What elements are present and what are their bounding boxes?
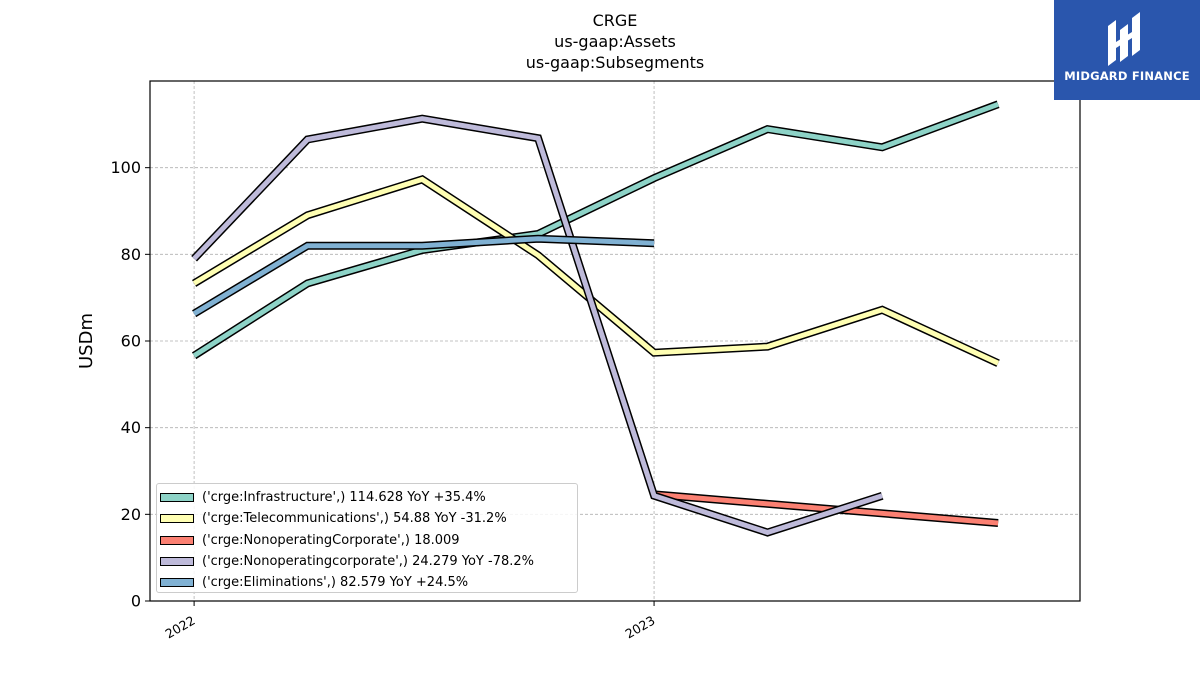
- y-axis-label: USDm: [76, 313, 97, 369]
- y-axis: 0 20 40 60 80 100: [110, 158, 150, 611]
- y-tick-label: 100: [110, 158, 141, 177]
- y-tick-label: 80: [121, 245, 141, 264]
- legend-swatch: [160, 578, 194, 588]
- legend-item: ('crge:Eliminations',) 82.579 YoY +24.5%: [160, 572, 577, 593]
- series-lines: [191, 100, 1000, 537]
- legend-swatch: [160, 557, 194, 567]
- x-axis: 2022 2023: [163, 601, 658, 642]
- logo-mark-icon: [1108, 12, 1140, 66]
- chart-subtitle-1: us-gaap:Assets: [554, 32, 676, 51]
- series-line: [192, 176, 1000, 366]
- series-1: [191, 100, 1000, 360]
- legend-item: ('crge:NonoperatingCorporate',) 18.009: [160, 530, 577, 551]
- series-line: [192, 236, 655, 316]
- y-tick-label: 40: [121, 418, 141, 437]
- series-4: [191, 114, 884, 537]
- legend-swatch: [160, 493, 194, 503]
- chart-subtitle-2: us-gaap:Subsegments: [525, 53, 705, 72]
- legend-item: ('crge:Nonoperatingcorporate',) 24.279 Y…: [160, 551, 577, 572]
- legend-label: ('crge:NonoperatingCorporate',) 18.009: [202, 532, 460, 548]
- chart-legend: ('crge:Infrastructure',) 114.628 YoY +35…: [156, 483, 578, 593]
- series-line: [653, 491, 999, 526]
- x-tick-label: 2023: [623, 613, 658, 642]
- y-tick-label: 20: [121, 505, 141, 524]
- brand-logo: MIDGARD FINANCE: [1054, 0, 1200, 100]
- legend-swatch: [160, 535, 194, 545]
- legend-label: ('crge:Nonoperatingcorporate',) 24.279 Y…: [202, 554, 534, 570]
- series-3: [653, 490, 999, 527]
- series-5: [192, 234, 655, 318]
- legend-label: ('crge:Telecommunications',) 54.88 YoY -…: [202, 511, 507, 527]
- brand-name: MIDGARD FINANCE: [1064, 69, 1190, 83]
- legend-label: ('crge:Infrastructure',) 114.628 YoY +35…: [202, 490, 486, 506]
- grid-lines: [150, 81, 1080, 601]
- chart-title: CRGE: [592, 11, 638, 30]
- y-tick-label: 0: [131, 592, 141, 611]
- legend-item: ('crge:Telecommunications',) 54.88 YoY -…: [160, 508, 577, 529]
- series-2: [192, 175, 1000, 367]
- series-line: [192, 116, 883, 536]
- y-tick-label: 60: [121, 332, 141, 351]
- legend-label: ('crge:Eliminations',) 82.579 YoY +24.5%: [202, 575, 469, 591]
- legend-item: ('crge:Infrastructure',) 114.628 YoY +35…: [160, 487, 577, 508]
- legend-swatch: [160, 514, 194, 524]
- series-line: [192, 101, 999, 358]
- x-tick-label: 2022: [163, 613, 198, 642]
- series-line-outline: [191, 114, 884, 537]
